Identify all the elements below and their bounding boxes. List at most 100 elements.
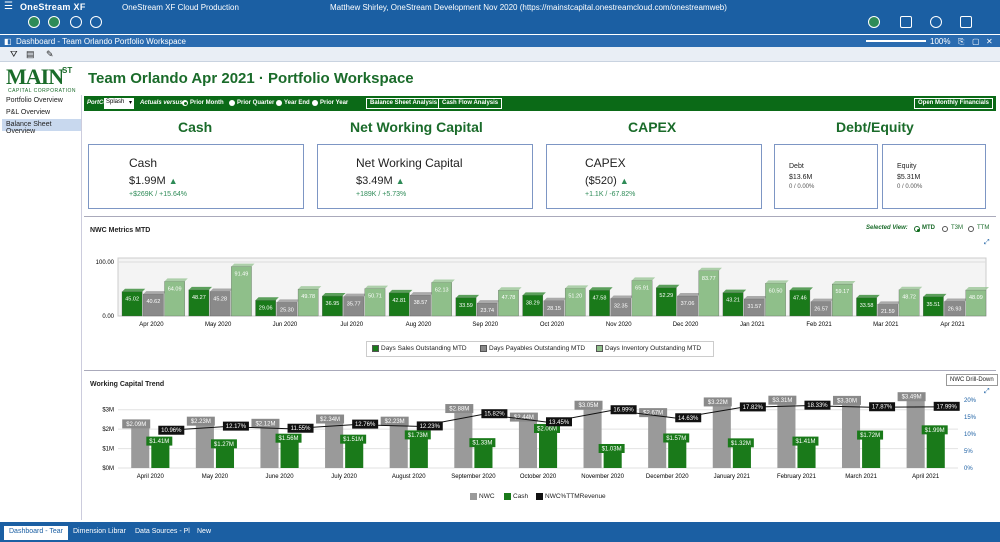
pct-label-box <box>287 423 314 433</box>
portco-label: PortCo: <box>87 100 109 106</box>
zoom-slider[interactable] <box>866 40 926 42</box>
pct-data-label: 17.87% <box>872 405 893 411</box>
bar-top <box>810 298 835 302</box>
cash-bar <box>926 429 945 468</box>
bar <box>388 292 410 317</box>
radio-label-prior-month: Prior Month <box>190 100 224 106</box>
x-tick-label: Apr 2021 <box>940 322 965 328</box>
dashboard-icon: ◧ <box>4 37 12 46</box>
open-monthly-financials-button[interactable]: Open Monthly Financials <box>914 98 994 109</box>
pct-data-label: 16.99% <box>613 408 634 414</box>
apps-icon[interactable] <box>70 16 82 28</box>
legend-nwc[interactable]: NWC <box>470 493 495 500</box>
radio-prior-month[interactable] <box>182 100 188 106</box>
legend-dpo[interactable]: Days Payables Outstanding MTD <box>480 345 585 352</box>
cash-bar <box>797 440 816 468</box>
bar-top <box>944 298 968 302</box>
window-title: Dashboard - Team Orlando Portfolio Works… <box>16 37 187 46</box>
edit-icon[interactable]: ✎ <box>46 49 54 59</box>
data-label: 59.17 <box>835 289 849 295</box>
save-icon[interactable]: ▤ <box>26 49 35 59</box>
refresh-icon[interactable] <box>48 16 60 28</box>
legend-nwc-ttm[interactable]: NWC%TTMRevenue <box>536 493 606 500</box>
tab-data-sources[interactable]: Data Sources - Pl <box>135 528 190 535</box>
data-label: 23.74 <box>480 308 494 314</box>
bar-top <box>255 297 279 301</box>
x-tick-label: November 2020 <box>581 474 624 480</box>
filter-icon[interactable]: ⛛ <box>10 49 18 59</box>
data-label: 48.27 <box>192 295 206 301</box>
logo-corp: CAPITAL CORPORATION <box>8 88 77 94</box>
sidebar-item-portfolio-overview[interactable]: Portfolio Overview <box>6 97 63 104</box>
expand-icon[interactable]: ⤢ <box>984 239 990 246</box>
nwc-bar <box>389 424 408 468</box>
nwc-bar <box>518 420 537 468</box>
bar-top <box>431 279 455 283</box>
nwc-drill-down-button[interactable]: NWC Drill-Down <box>946 374 998 386</box>
cash-data-label: $2.06M <box>537 426 557 432</box>
nwc-bar <box>454 412 473 468</box>
legend-dso[interactable]: Days Sales Outstanding MTD <box>372 345 467 352</box>
bar-top <box>589 287 613 291</box>
pct-data-label: 17.82% <box>743 405 764 411</box>
x-tick-label: Sep 2020 <box>472 322 498 328</box>
cash-label-box <box>340 434 367 444</box>
bar <box>276 302 298 317</box>
cash-label-box <box>598 443 625 453</box>
tab-new[interactable]: New <box>197 528 212 535</box>
close-icon[interactable]: ✕ <box>986 37 993 46</box>
balance-sheet-analysis-button[interactable]: Balance Sheet Analysis <box>366 98 442 109</box>
bar-top <box>898 286 923 290</box>
radio-year-end[interactable] <box>276 100 282 106</box>
cash-data-label: $1.99M <box>925 428 945 434</box>
logout-icon[interactable] <box>960 16 972 28</box>
radio-label-prior-quarter: Prior Quarter <box>237 100 275 106</box>
view-radio-ttm[interactable] <box>968 226 974 232</box>
data-label: 49.78 <box>301 294 315 300</box>
bar-top <box>298 286 322 290</box>
cash-bar <box>603 447 622 468</box>
nwc-card-value: $3.49M ▲ <box>356 175 405 187</box>
restore-icon[interactable]: ⎘ <box>958 37 965 46</box>
home-icon[interactable] <box>28 16 40 28</box>
legend-cash[interactable]: Cash <box>504 493 528 500</box>
nwc-data-label: $2.88M <box>449 407 469 413</box>
data-label: 65.91 <box>635 285 649 291</box>
clipboard-icon[interactable] <box>900 16 912 28</box>
logo-main: MAIN <box>6 64 64 89</box>
radio-prior-year[interactable] <box>312 100 318 106</box>
pct-data-label: 12.76% <box>355 422 376 428</box>
radio-prior-quarter[interactable] <box>229 100 235 106</box>
equity-card-value: $5.31M <box>897 174 921 181</box>
pct-data-label: 15.82% <box>484 412 505 418</box>
cash-label-box <box>792 436 819 446</box>
bar <box>410 295 431 317</box>
cash-data-label: $1.27M <box>214 442 234 448</box>
bar <box>209 291 231 317</box>
hamburger-menu-icon[interactable]: ☰ <box>4 1 13 12</box>
settings-icon[interactable] <box>90 16 102 28</box>
y-tick-label: 100.00 <box>96 260 115 266</box>
sidebar-item-balance-sheet-overview[interactable]: Balance Sheet Overview <box>2 119 81 135</box>
user-icon[interactable] <box>930 16 942 28</box>
bar-top <box>789 287 813 291</box>
portco-select[interactable]: Splash ▾ <box>104 98 134 109</box>
trend-legend: NWC Cash NWC%TTMRevenue <box>470 492 620 504</box>
legend-dio[interactable]: Days Inventory Outstanding MTD <box>596 345 701 352</box>
nwc-label-box <box>509 412 538 422</box>
pct-label-box <box>610 405 637 415</box>
workflow-icon[interactable] <box>868 16 880 28</box>
cash-flow-analysis-button[interactable]: Cash Flow Analysis <box>438 98 503 109</box>
view-radio-mtd[interactable] <box>914 226 920 232</box>
view-radio-t3m[interactable] <box>942 226 948 232</box>
pct-data-label: 13.45% <box>549 420 570 426</box>
tab-dashboard[interactable]: Dashboard - Tear <box>4 526 68 540</box>
maximize-icon[interactable]: ▢ <box>972 37 980 46</box>
expand-icon[interactable]: ⤢ <box>984 388 990 395</box>
data-label: 33.59 <box>459 303 473 309</box>
sidebar-item-pl-overview[interactable]: P&L Overview <box>6 109 51 116</box>
bar <box>589 290 610 317</box>
bar <box>188 289 210 317</box>
tab-dimension-library[interactable]: Dimension Librar <box>73 528 126 535</box>
bar-top <box>322 293 346 297</box>
